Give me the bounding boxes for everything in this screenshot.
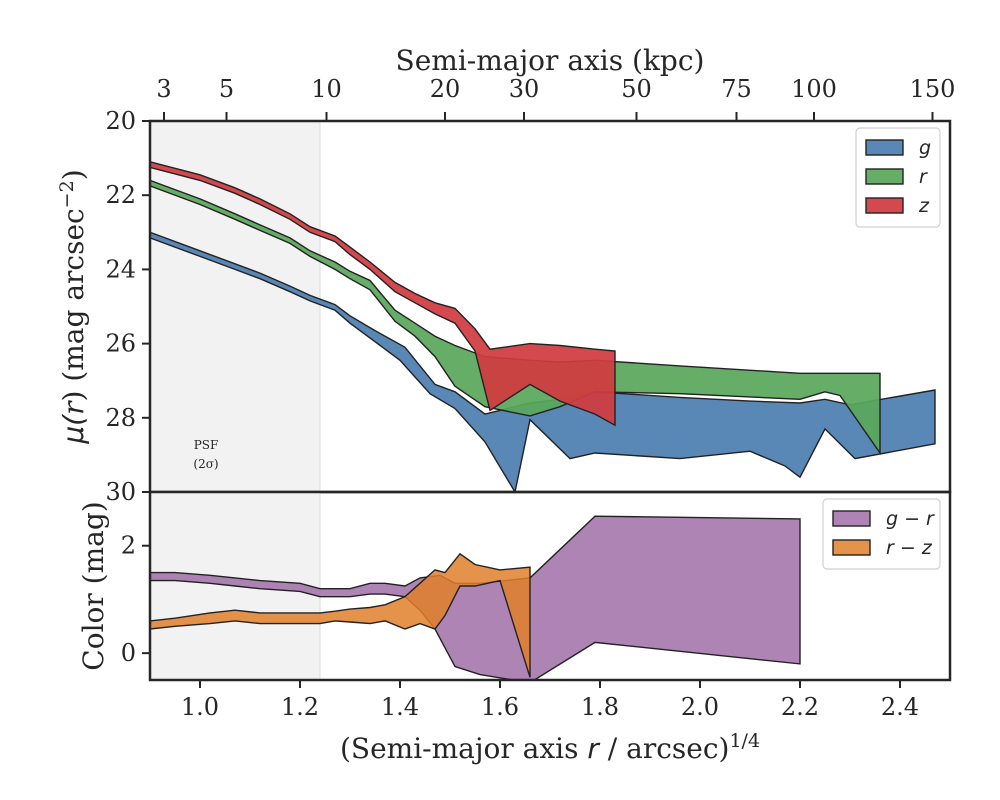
kpc-tick-label: 50 [621,75,652,103]
top-kpc-ticks: 3 5 10 20 30 50 75 100 150 [156,75,955,121]
bottom-x-ticks: 1.0 1.2 1.4 1.6 1.8 2.0 2.2 2.4 [181,680,919,721]
x-tick-label: 2.0 [681,693,719,721]
legend-swatch [832,510,871,527]
bottom-x-axis-label: (Semi-major axis r / arcsec)1/4 [340,730,760,765]
x-tick-label: 1.4 [381,693,419,721]
y-tick-label: 22 [105,181,136,209]
legend-swatch [832,539,871,556]
x-tick-label: 1.2 [281,693,319,721]
x-tick-label: 1.0 [181,693,219,721]
legend-label: g − r [886,508,935,530]
top-axis-label: Semi-major axis (kpc) [396,44,705,77]
x-tick-label: 2.2 [781,693,819,721]
y-tick-label: 2 [121,532,136,560]
surface-brightness-series [150,161,936,492]
band-z [150,161,616,427]
y-tick-label: 0 [121,639,136,667]
bottom-y-axis-label: Color (mag) [77,501,110,670]
band-g [150,231,936,492]
x-tick-label: 1.8 [581,693,619,721]
kpc-tick-label: 150 [910,75,956,103]
y-tick-label: 20 [105,107,136,135]
y-tick-label: 26 [105,330,136,358]
color-series [150,515,801,680]
bottom-axes-frame [148,490,952,682]
y-tick-label: 24 [105,255,136,283]
x-tick-label: 1.6 [481,693,519,721]
kpc-tick-label: 10 [311,75,342,103]
kpc-tick-label: 100 [791,75,837,103]
psf-label-line: (2σ) [193,457,218,471]
legend-label: z [918,195,930,217]
y-tick-label: 30 [105,478,136,506]
surface-brightness-panel: 20 22 24 26 28 30 3 5 10 20 30 50 75 100 150 Semi-maj… [56,44,955,506]
top-y-ticks: 20 22 24 26 28 30 [105,107,150,506]
legend-label: g [919,137,931,159]
kpc-tick-label: 20 [430,75,461,103]
psf-annotation: PSF (2σ) [193,438,218,471]
band-rz [150,552,531,678]
y-tick-label: 28 [105,404,136,432]
legend-swatch [865,197,904,214]
legend-swatch [865,168,904,185]
bottom-y-ticks: 02 [121,532,150,667]
color-panel: 02 1.0 1.2 1.4 1.6 1.8 2.0 2.2 2.4 Color (mag) … [77,490,952,765]
kpc-tick-label: 5 [219,75,234,103]
top-legend: grz [855,127,941,228]
x-tick-label: 2.4 [881,693,919,721]
legend-label: r [919,166,928,188]
kpc-tick-label: 30 [509,75,540,103]
legend-label: r − z [886,537,933,559]
psf-label-line: PSF [194,438,219,452]
top-y-axis-label: μ(r) (mag arcsec−2) [56,169,90,444]
legend-swatch [865,139,904,156]
bottom-legend: g − r r − z [822,498,941,570]
kpc-tick-label: 3 [156,75,171,103]
psf-region [149,120,321,493]
band-r [150,179,881,456]
kpc-tick-label: 75 [721,75,752,103]
band-gr [150,515,801,680]
